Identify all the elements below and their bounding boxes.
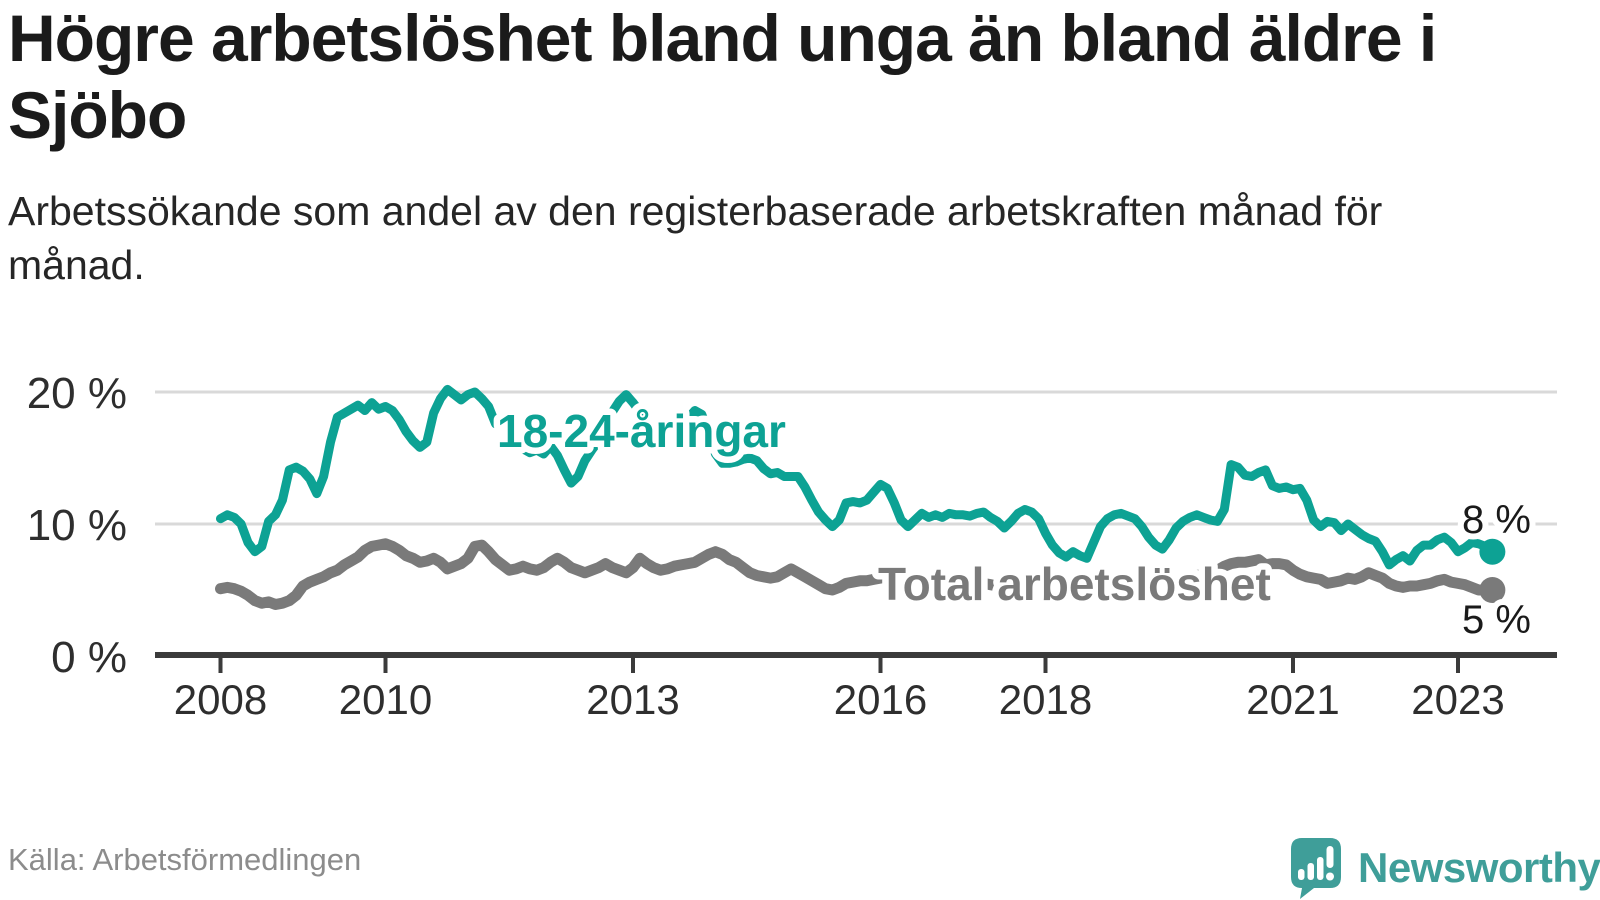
brand-lockup: Newsworthy <box>1288 836 1600 900</box>
newsworthy-logo-icon <box>1291 838 1341 899</box>
x-axis-label-2013: 2013 <box>586 676 679 720</box>
end-value-label-youth: 8 % <box>1462 498 1531 542</box>
series-line-total <box>215 538 1498 610</box>
series-label-total: Total arbetslöshet <box>878 558 1271 610</box>
chart-subtitle: Arbetssökande som andel av den registerb… <box>8 188 1383 289</box>
series-end-dot-youth <box>1479 538 1506 565</box>
x-axis-label-2008: 2008 <box>174 676 267 720</box>
brand-name: Newsworthy <box>1358 844 1600 891</box>
line-chart: 0 % 10 % 20 % 18-24-åringar Total arbetslösh… <box>27 369 1557 720</box>
x-axis-label-2016: 2016 <box>834 676 927 720</box>
y-axis-label-10: 10 % <box>27 501 127 550</box>
x-axis-label-2018: 2018 <box>999 676 1092 720</box>
end-value-label-total: 5 % <box>1462 598 1531 642</box>
series-end-dot-total <box>1479 577 1506 603</box>
x-axis-label-2023: 2023 <box>1411 676 1504 720</box>
source-note: Källa: Arbetsförmedlingen <box>8 842 362 877</box>
series-label-youth: 18-24-åringar <box>497 405 786 457</box>
x-axis-label-2010: 2010 <box>339 676 432 720</box>
page-title: Högre arbetslöshet bland unga än bland ä… <box>8 1 1437 152</box>
y-axis-label-20: 20 % <box>27 369 127 418</box>
x-axis-label-2021: 2021 <box>1246 676 1339 720</box>
series-line-youth <box>216 384 1497 570</box>
y-axis-label-0: 0 % <box>51 633 127 682</box>
